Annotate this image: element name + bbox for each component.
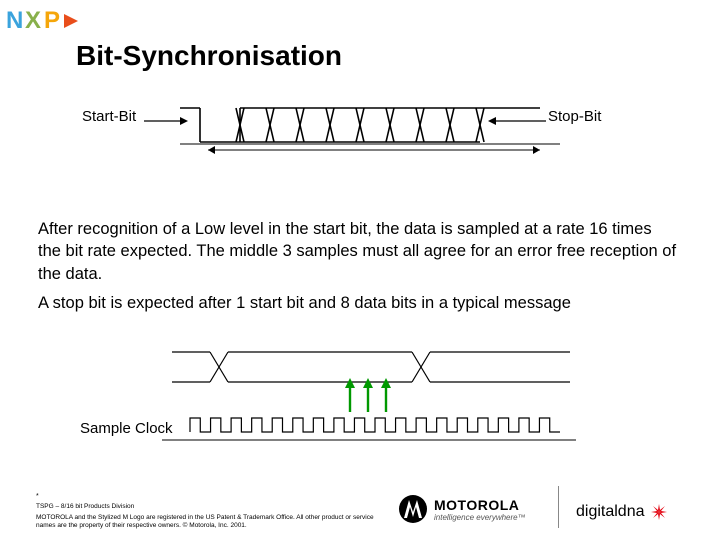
body-para-2: A stop bit is expected after 1 start bit…	[38, 292, 678, 314]
motorola-m-icon	[398, 494, 428, 524]
motorola-logo: MOTOROLA intelligence everywhere™	[398, 494, 526, 524]
footer-legal: MOTOROLA and the Stylized M Logo are reg…	[36, 514, 376, 530]
footer-asterisk: *	[36, 493, 376, 501]
logo-divider	[558, 486, 559, 528]
body-para-1: After recognition of a Low level in the …	[38, 218, 678, 285]
sample-clock-diagram	[150, 340, 580, 450]
footer-division: TSPG – 8/16 bit Products Division	[36, 503, 376, 511]
star-icon	[649, 502, 669, 522]
motorola-tagline: intelligence everywhere™	[434, 513, 526, 522]
digitaldna-text: digitaldna	[576, 503, 645, 521]
footer-text: * TSPG – 8/16 bit Products Division MOTO…	[36, 493, 376, 530]
nxp-logo: N X P	[6, 6, 86, 41]
bit-frame-diagram	[180, 100, 560, 160]
motorola-name: MOTOROLA	[434, 497, 526, 513]
digitaldna-logo: digitaldna	[576, 502, 669, 522]
svg-text:X: X	[25, 7, 41, 34]
page-title: Bit-Synchronisation	[76, 40, 342, 72]
svg-text:N: N	[6, 7, 23, 34]
start-bit-label: Start-Bit	[82, 108, 136, 125]
svg-text:P: P	[44, 7, 60, 34]
